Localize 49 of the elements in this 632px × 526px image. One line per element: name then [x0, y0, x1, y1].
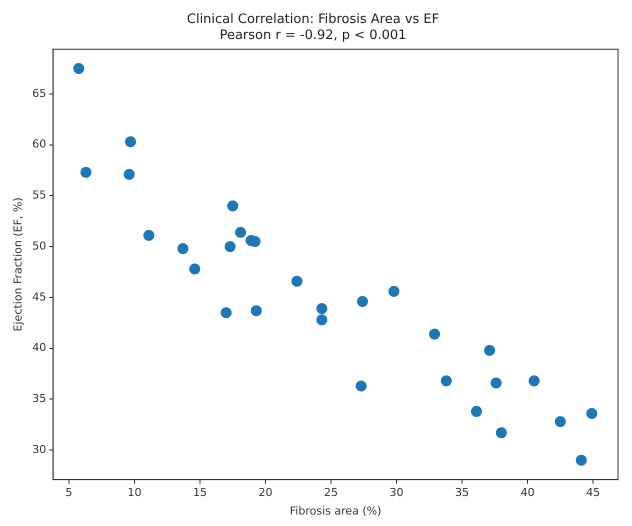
point [189, 263, 200, 274]
point [235, 226, 246, 238]
point [80, 166, 92, 178]
point [440, 375, 452, 386]
point [250, 305, 262, 316]
point [316, 314, 328, 326]
y-tick-label: 35 [32, 392, 46, 406]
point [356, 380, 367, 392]
x-tick-label: 35 [455, 486, 470, 500]
point [586, 408, 598, 419]
y-tick-label: 50 [32, 239, 46, 252]
x-tick-label: 5 [65, 486, 72, 500]
x-tick-label: 25 [324, 486, 338, 500]
point [177, 243, 188, 254]
y-tick-label: 65 [32, 86, 46, 100]
point [388, 286, 400, 297]
x-tick-label: 10 [127, 486, 142, 500]
point [356, 296, 368, 308]
point [73, 63, 84, 74]
x-tick-label: 30 [390, 486, 404, 500]
point [470, 406, 482, 417]
y-tick-label: 45 [32, 290, 46, 304]
y-tick-label: 55 [32, 188, 46, 202]
point [125, 136, 136, 148]
x-tick-label: 40 [520, 486, 535, 500]
y-tick-label: 30 [32, 442, 46, 456]
y-tick-label: 40 [32, 341, 46, 354]
point [484, 344, 496, 356]
point [576, 454, 587, 466]
x-tick-label: 45 [586, 486, 600, 500]
point [124, 168, 135, 180]
point [224, 241, 236, 252]
point [554, 416, 566, 428]
chart-subtitle: Pearson r = -0.92, p < 0.001 [220, 28, 406, 43]
point [227, 200, 238, 212]
point [220, 307, 232, 318]
x-axis-title: Fibrosis area (%) [290, 504, 382, 518]
point [291, 276, 302, 287]
chart-title: Clinical Correlation: Fibrosis Area vs EF [186, 12, 440, 28]
x-tick-label: 15 [192, 486, 207, 500]
point [490, 377, 502, 388]
y-tick-label: 60 [32, 138, 46, 151]
point [429, 328, 440, 340]
point [496, 427, 507, 438]
y-axis-title: Ejection Fraction (EF, %) [11, 197, 24, 332]
point [143, 230, 154, 241]
x-tick-label: 20 [258, 486, 272, 500]
point [316, 303, 328, 314]
point [528, 375, 540, 386]
